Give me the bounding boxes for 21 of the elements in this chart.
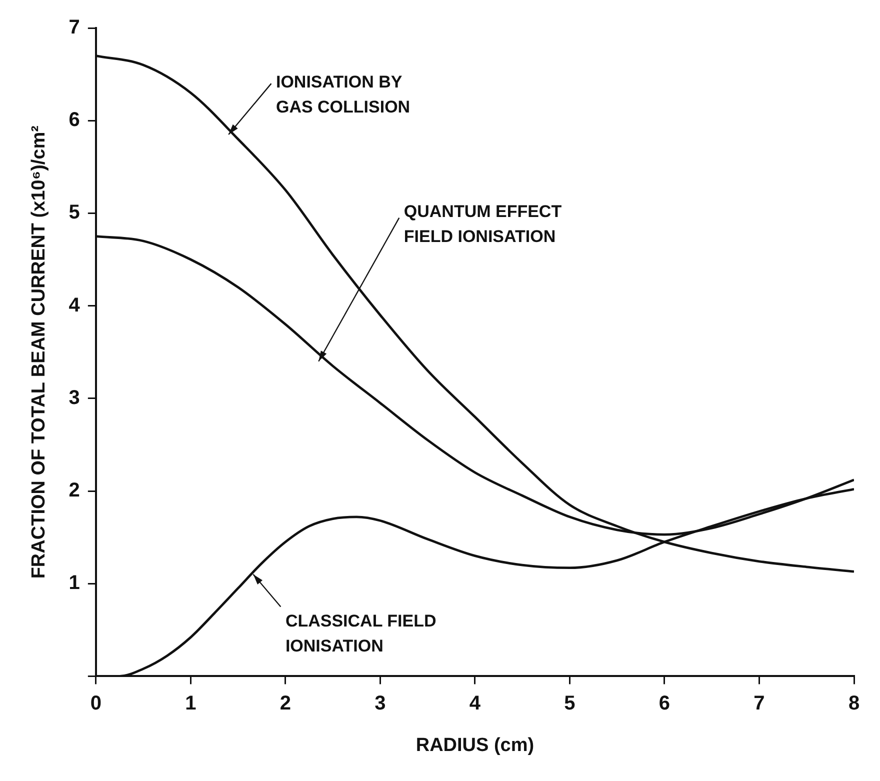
x-tick-label: 4 <box>469 692 482 715</box>
y-tick-label: 2 <box>68 480 80 502</box>
x-tick-label: 2 <box>280 692 292 715</box>
y-axis-title: FRACTION OF TOTAL BEAM CURRENT (x10⁶)/cm² <box>28 126 50 579</box>
x-tick-label: 0 <box>90 692 102 715</box>
text: CLASSICAL FIELD IONISATION <box>285 611 436 656</box>
y-tick-label: 3 <box>68 386 80 409</box>
x-axis-title: RADIUS (cm) <box>416 734 534 756</box>
x-tick-label: 8 <box>848 692 860 715</box>
y-tick-label: 7 <box>68 16 80 39</box>
y-tick-label: 6 <box>68 109 80 132</box>
x-tick-label: 5 <box>564 692 576 715</box>
x-tick-label: 6 <box>658 692 670 715</box>
x-tick-label: 1 <box>185 692 196 715</box>
y-tick-label: 4 <box>68 294 81 316</box>
y-tick-label: 5 <box>68 202 80 224</box>
y-tick-label: 1 <box>68 572 80 594</box>
text: QUANTUM EFFECT FIELD IONISATION <box>404 202 562 246</box>
x-tick-label: 3 <box>374 692 386 715</box>
text: IONISATION BY GAS COLLISION <box>276 72 410 116</box>
x-tick-label: 7 <box>754 692 765 715</box>
